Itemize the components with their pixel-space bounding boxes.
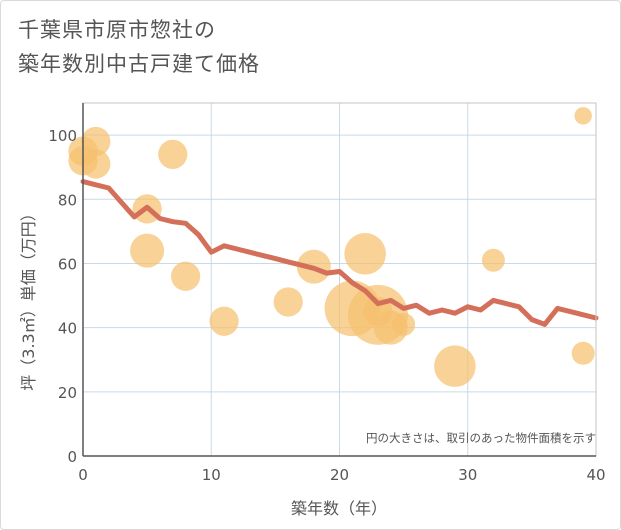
bubble-point: [574, 107, 592, 125]
bubble-point: [170, 261, 201, 291]
x-tick-label: 10: [202, 466, 221, 484]
trend-line: [80, 179, 599, 327]
bubble-point: [130, 233, 165, 268]
bubble-point: [481, 248, 505, 272]
bubble-point: [344, 233, 386, 275]
y-tick-label: 40: [58, 320, 77, 338]
y-axis-label: 坪（3.3㎡）単価（万円）: [19, 205, 38, 390]
chart-title-line1: 千葉県市原市惣社の: [18, 18, 216, 42]
x-tick-label: 20: [330, 466, 349, 484]
axes: [82, 102, 597, 457]
bubble-point: [81, 126, 111, 157]
y-tick-label: 0: [67, 448, 77, 466]
bubble-point: [392, 312, 416, 336]
bubble-point: [273, 287, 303, 317]
y-tick-label: 60: [58, 255, 77, 273]
y-tick-label: 20: [58, 384, 77, 402]
y-tick-label: 80: [58, 191, 77, 209]
x-tick-label: 40: [586, 466, 605, 484]
x-tick-label: 0: [78, 466, 88, 484]
bubble-point: [434, 345, 476, 387]
bubble-point: [209, 306, 239, 336]
bubble-series: [68, 107, 595, 387]
bubble-point: [158, 139, 188, 169]
tick-labels: 0 10 20 30 40 0 20 40 60 80 100: [48, 127, 605, 484]
x-tick-label: 30: [458, 466, 477, 484]
chart-title-line2: 築年数別中古戸建て価格: [18, 52, 260, 76]
bubble-point: [81, 149, 111, 179]
size-note: 円の大きさは、取引のあった物件面積を示す: [366, 431, 596, 445]
y-tick-label: 100: [48, 127, 77, 145]
x-axis-label: 築年数（年）: [291, 499, 387, 518]
bubble-point: [571, 341, 595, 365]
